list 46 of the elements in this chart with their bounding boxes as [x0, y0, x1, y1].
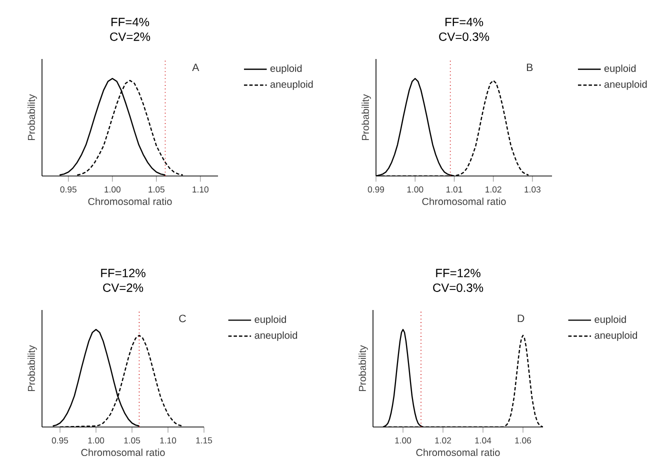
x-tick-label: 1.00 [407, 186, 424, 193]
x-axis-title: Chromosomal ratio [416, 448, 500, 456]
x-axis-title: Chromosomal ratio [81, 448, 165, 456]
x-axis-title: Chromosomal ratio [88, 198, 172, 206]
chart-subtitle: CV=0.3% [433, 283, 484, 292]
x-tick-label: 0.95 [52, 437, 68, 444]
legend-label: euploid [604, 64, 636, 74]
legend-label: euploid [254, 316, 286, 325]
x-tick-label: 1.03 [524, 186, 540, 193]
y-axis-title: Probability [28, 94, 37, 140]
text: C [179, 314, 186, 322]
chart-subtitle: CV=2% [110, 32, 150, 41]
text: A [192, 64, 200, 72]
chart-subtitle: CV=2% [103, 283, 144, 292]
x-tick-label: 1.02 [486, 186, 502, 193]
x-tick-label: 1.10 [160, 437, 176, 444]
legend-label: aneuploid [254, 332, 298, 341]
x-tick-label: 1.04 [475, 437, 492, 444]
x-tick-label: 1.01 [446, 186, 462, 193]
legend-label: aneuploid [270, 80, 313, 90]
x-tick-label: 0.99 [368, 186, 384, 193]
x-tick-label: 1.02 [435, 437, 451, 444]
chart-title: FF=4% [445, 18, 484, 26]
legend-label: aneuploid [604, 80, 647, 90]
legend-label: euploid [270, 64, 302, 74]
x-tick-label: 1.00 [104, 186, 120, 193]
x-tick-label: 1.00 [395, 437, 412, 444]
x-tick-label: 1.15 [196, 437, 212, 444]
x-tick-label: 0.95 [60, 186, 76, 193]
chart-title: FF=12% [101, 268, 146, 278]
text: D [518, 314, 524, 322]
legend-label: euploid [594, 316, 626, 325]
chart-title: FF=12% [436, 268, 480, 278]
x-tick-label: 1.10 [192, 186, 208, 193]
x-tick-label: 1.00 [88, 437, 104, 444]
chart-subtitle: CV=0.3% [439, 32, 490, 41]
text: B [526, 64, 533, 72]
x-tick-label: 1.06 [515, 437, 532, 444]
x-tick-label: 1.05 [148, 186, 164, 193]
x-tick-label: 1.05 [124, 437, 140, 444]
legend-label: aneuploid [594, 332, 637, 341]
y-axis-title: Probability [28, 345, 37, 392]
chart-title: FF=4% [111, 18, 150, 26]
y-axis-title: Probability [358, 345, 368, 392]
y-axis-title: Probability [362, 94, 371, 140]
x-axis-title: Chromosomal ratio [422, 198, 506, 206]
